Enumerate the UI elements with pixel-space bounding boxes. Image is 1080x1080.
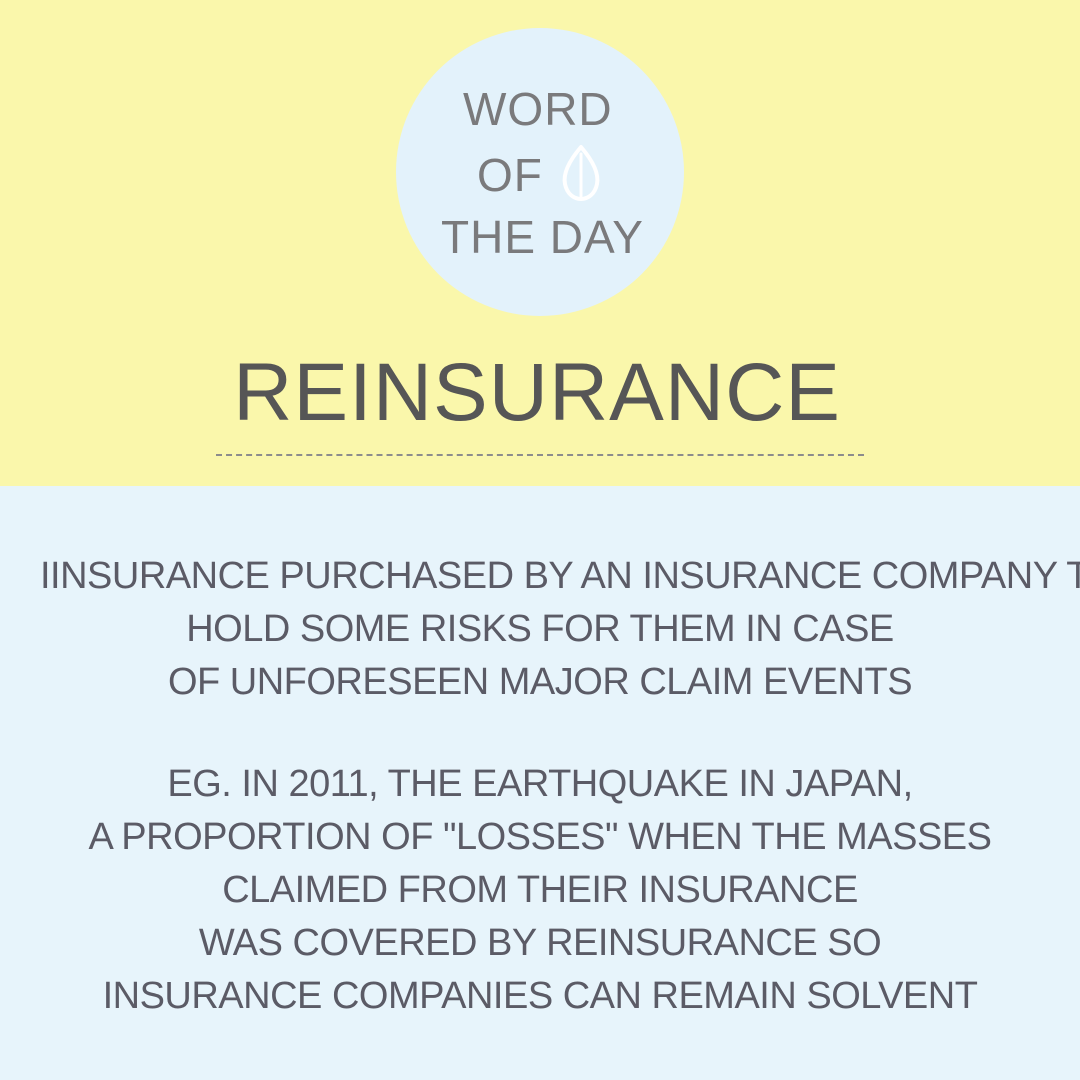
dashed-divider	[216, 454, 864, 456]
example-line: CLAIMED FROM THEIR INSURANCE	[222, 869, 858, 911]
example-line: A PROPORTION OF "LOSSES" WHEN THE MASSES	[88, 816, 992, 858]
badge-line-the-day: THE DAY	[441, 211, 644, 263]
example-line: INSURANCE COMPANIES CAN REMAIN SOLVENT	[102, 975, 978, 1017]
definition-line: OF UNFORESEEN MAJOR CLAIM EVENTS	[167, 661, 913, 703]
example-line: WAS COVERED BY REINSURANCE SO	[198, 922, 882, 964]
example-text: EG. IN 2011, THE EARTHQUAKE IN JAPAN, A …	[40, 758, 1040, 1023]
definition-line: HOLD SOME RISKS FOR THEM IN CASE	[186, 608, 894, 650]
content-panel	[0, 486, 1080, 1080]
definition-line: IINSURANCE PURCHASED BY AN INSURANCE COM…	[40, 555, 1080, 597]
badge-line-word: WORD	[463, 83, 613, 135]
word-title: REINSURANCE	[233, 347, 841, 438]
definition-text: IINSURANCE PURCHASED BY AN INSURANCE COM…	[40, 550, 1080, 709]
badge-line-of: OF	[477, 149, 543, 201]
word-of-the-day-badge	[396, 28, 684, 316]
example-line: EG. IN 2011, THE EARTHQUAKE IN JAPAN,	[167, 763, 913, 805]
leaf-icon	[562, 145, 600, 201]
